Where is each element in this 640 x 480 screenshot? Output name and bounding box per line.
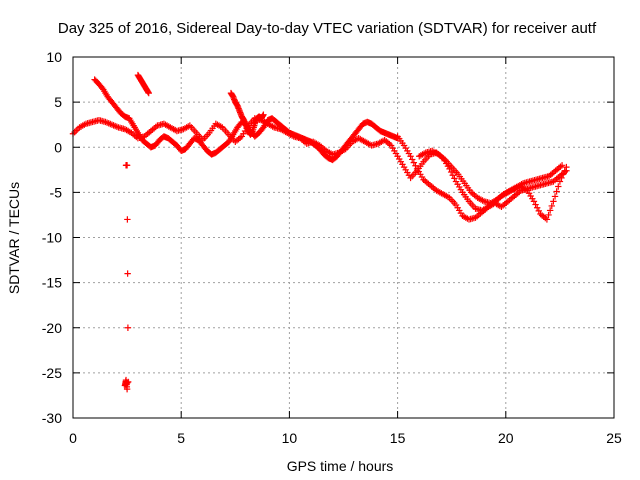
data-point [535,207,543,215]
data-point [409,156,416,163]
x-tick-label: 5 [177,430,185,446]
data-point [563,163,570,171]
data-point [555,183,562,190]
x-tick-label: 15 [390,430,406,446]
series-track-arc-2 [134,71,267,138]
data-point [548,202,555,210]
chart-title: Day 325 of 2016, Sidereal Day-to-day VTE… [58,20,597,37]
y-tick-label: -20 [42,320,62,336]
y-tick-label: 0 [54,139,62,155]
y-axis-label: SDTVAR / TECUs [6,182,22,294]
data-point [124,216,131,223]
x-tick-label: 0 [69,430,77,446]
data-point [532,201,539,208]
data-point [73,127,80,134]
data-point [550,198,557,205]
data-point [410,159,418,166]
y-tick-label: -25 [42,365,62,381]
data-points [69,71,570,393]
x-axis-label: GPS time / hours [287,458,394,474]
tick-labels: 0 5 10 15 20 25 -30 -25 -20 -15 -10 -5 0 5 10 [42,49,622,446]
data-point [123,385,131,393]
data-point [546,207,554,214]
data-point [124,270,131,277]
y-tick-label: -15 [42,275,62,291]
data-point [123,162,131,169]
data-point [551,193,559,200]
data-point [558,162,566,169]
data-point [545,211,552,219]
series-track-arc-1 [91,76,401,164]
data-point [124,324,132,331]
data-point [558,174,565,182]
data-point [556,178,564,185]
y-tick-label: 10 [46,49,62,65]
data-point [260,111,267,118]
y-tick-label: 5 [54,94,62,110]
data-point [533,204,541,211]
axis-ticks [72,56,615,419]
x-tick-label: 25 [606,430,622,446]
data-point [561,167,568,174]
y-tick-label: -30 [42,410,62,426]
data-point [145,89,152,97]
data-point [559,171,567,178]
y-tick-label: -5 [50,184,63,200]
grid-lines [73,57,614,418]
data-point [543,216,551,223]
series-track-arc-4 [416,147,566,207]
x-tick-label: 20 [498,430,514,446]
y-tick-label: -10 [42,230,62,246]
series-isolated [121,162,132,393]
data-point [553,188,560,195]
x-tick-label: 10 [282,430,298,446]
data-point [71,128,78,136]
